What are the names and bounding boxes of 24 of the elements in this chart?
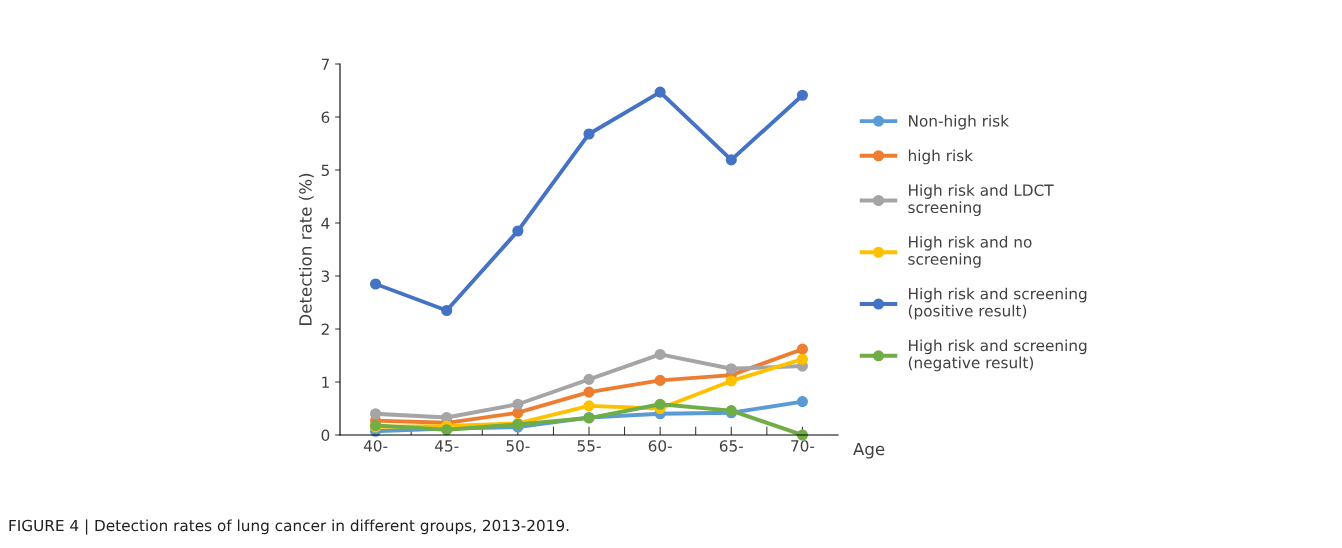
x-tick-label: 50- <box>506 440 530 452</box>
legend-label: Non-high risk <box>909 114 1009 130</box>
x-tick-label: 70- <box>791 440 815 452</box>
x-tick-label: 45- <box>434 440 459 452</box>
x-tick-label: 60- <box>648 440 672 452</box>
y-tick-label: 2 <box>321 323 329 335</box>
legend-label: High risk and no screening <box>908 235 1032 268</box>
y-tick-label: 3 <box>321 270 330 283</box>
legend-label: High risk and LDCT screening <box>908 184 1054 217</box>
y-tick-label: 5 <box>321 164 329 177</box>
legend-label: High risk and screening (negative result) <box>908 339 1087 372</box>
y-axis-title: Detection rate (%) <box>298 173 314 325</box>
y-tick-label: 7 <box>321 58 329 70</box>
x-tick-label: 40- <box>363 440 388 452</box>
legend-label: High risk and screening (positive result) <box>908 287 1087 320</box>
y-tick-label: 1 <box>322 376 329 388</box>
y-tick-label: 4 <box>321 217 330 229</box>
legend-label: high risk <box>908 149 973 165</box>
x-axis-title: Age <box>853 442 885 459</box>
y-tick-label: 6 <box>321 111 330 124</box>
y-tick-label: 0 <box>321 429 330 442</box>
x-tick-label: 55- <box>577 440 601 452</box>
x-tick-label: 65- <box>719 440 744 452</box>
caption: FIGURE 4 | Detection rates of lung cancer in different groups, 2013-2019. <box>9 519 569 535</box>
